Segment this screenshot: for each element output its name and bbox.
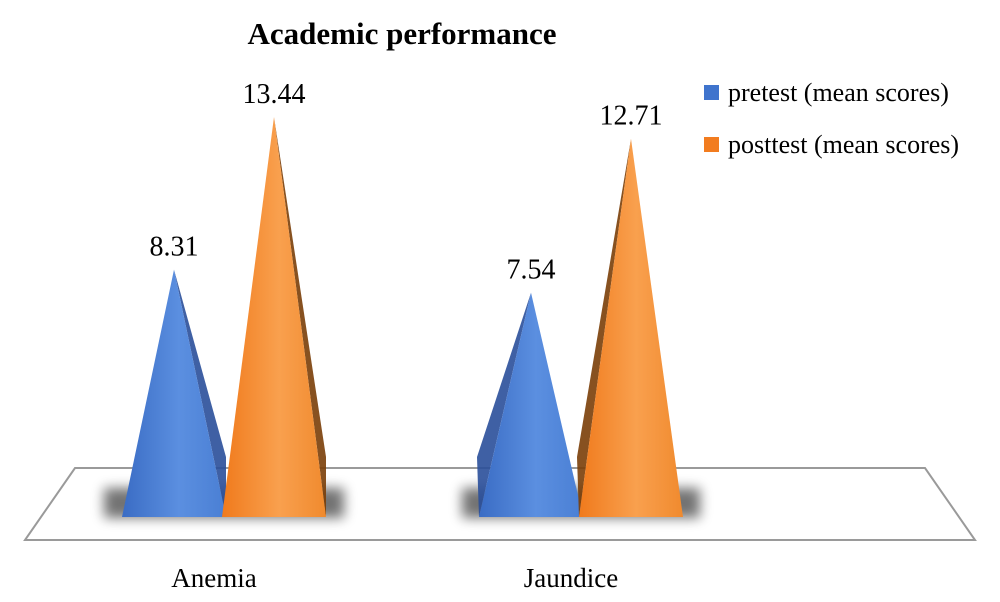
category-label: Anemia: [171, 563, 256, 593]
data-label: 12.71: [600, 101, 663, 132]
legend-entry: pretest (mean scores): [704, 78, 949, 107]
legend: pretest (mean scores) posttest (mean scor…: [704, 78, 959, 159]
legend-entry: posttest (mean scores): [704, 130, 959, 159]
legend-label: pretest (mean scores): [728, 78, 949, 107]
cone-side-shade: [174, 269, 226, 517]
cone-face: [479, 292, 583, 517]
legend-label: posttest (mean scores): [728, 130, 959, 159]
cone-anemia-posttest: [222, 117, 326, 517]
data-label: 7.54: [507, 255, 556, 286]
cone-jaundice-posttest: [577, 138, 683, 517]
cone-face: [579, 138, 683, 517]
cone-jaundice-pretest: [477, 292, 583, 517]
category-label: Jaundice: [524, 563, 618, 593]
chart-title: Academic performance: [247, 16, 556, 51]
cone-side-shade: [477, 292, 531, 517]
data-label: 13.44: [243, 79, 306, 110]
cone-face: [222, 117, 326, 517]
data-label: 8.31: [150, 232, 199, 263]
legend-swatch: [704, 85, 719, 100]
cone-anemia-pretest: [122, 269, 226, 517]
legend-swatch: [704, 137, 719, 152]
cone-face: [122, 269, 226, 517]
plot-marks: 8.31 13.44 Anemia 7.54 12.71 Jaundice: [122, 79, 683, 593]
cone-side-shade: [577, 138, 631, 517]
